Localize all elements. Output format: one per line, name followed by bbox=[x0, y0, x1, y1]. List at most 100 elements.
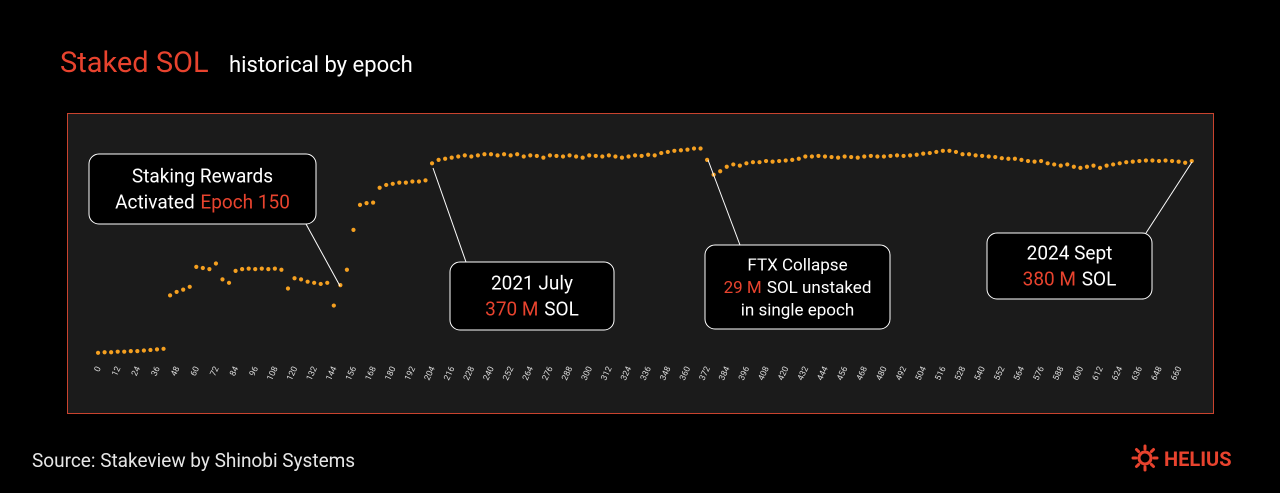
annotation-segment: SOL unstaked bbox=[767, 278, 872, 298]
point bbox=[547, 153, 553, 158]
point bbox=[102, 350, 107, 355]
point bbox=[1071, 164, 1076, 169]
point bbox=[593, 153, 598, 159]
point bbox=[816, 153, 821, 159]
annotation-text: 29 M SOL unstaked bbox=[724, 278, 872, 298]
point bbox=[587, 153, 592, 158]
point bbox=[1104, 163, 1109, 168]
point bbox=[253, 267, 258, 272]
point bbox=[331, 303, 336, 308]
brand-logo bbox=[1131, 444, 1159, 472]
point bbox=[796, 156, 801, 161]
point bbox=[1038, 158, 1044, 164]
point bbox=[855, 155, 860, 160]
point bbox=[934, 149, 939, 155]
point bbox=[135, 349, 140, 354]
point bbox=[207, 267, 212, 272]
point bbox=[1156, 158, 1162, 164]
point bbox=[1176, 159, 1181, 164]
point bbox=[1065, 162, 1070, 167]
point bbox=[351, 227, 356, 232]
point bbox=[240, 267, 245, 272]
point bbox=[560, 154, 566, 159]
point bbox=[95, 350, 101, 355]
annotation-segment: Epoch 150 bbox=[200, 191, 289, 214]
point bbox=[908, 153, 913, 158]
point bbox=[639, 153, 644, 159]
point bbox=[266, 267, 271, 272]
x-tick-label: 12 bbox=[110, 365, 123, 378]
point bbox=[835, 155, 841, 160]
point bbox=[632, 153, 638, 158]
connector bbox=[305, 223, 341, 287]
point bbox=[429, 161, 435, 166]
point bbox=[377, 185, 382, 190]
point bbox=[128, 349, 133, 354]
point bbox=[305, 279, 310, 284]
point bbox=[148, 347, 153, 353]
point bbox=[272, 266, 277, 271]
point bbox=[973, 153, 978, 158]
point bbox=[436, 157, 441, 162]
point bbox=[226, 280, 232, 285]
point bbox=[986, 154, 991, 159]
point bbox=[1091, 163, 1096, 168]
point bbox=[659, 150, 664, 156]
point bbox=[868, 153, 873, 159]
source: Source: Stakeview by Shinobi Systems bbox=[32, 449, 355, 472]
point bbox=[508, 153, 513, 158]
point bbox=[194, 264, 199, 269]
point bbox=[462, 153, 467, 158]
point bbox=[1137, 158, 1142, 164]
point bbox=[574, 154, 579, 159]
point bbox=[279, 267, 284, 272]
point bbox=[1163, 158, 1168, 163]
point bbox=[672, 148, 677, 153]
annotation-box bbox=[449, 261, 615, 331]
point bbox=[914, 152, 919, 157]
point bbox=[1169, 158, 1175, 164]
point bbox=[718, 169, 723, 174]
point bbox=[187, 284, 192, 289]
point bbox=[626, 154, 631, 159]
point bbox=[600, 154, 605, 159]
point bbox=[528, 153, 533, 158]
annotation-segment: SOL bbox=[544, 298, 579, 321]
point bbox=[1058, 163, 1063, 168]
point bbox=[698, 146, 703, 151]
chart-subtitle: historical by epoch bbox=[229, 53, 413, 78]
point bbox=[809, 154, 814, 159]
point bbox=[534, 153, 539, 159]
point bbox=[410, 179, 415, 184]
point bbox=[443, 156, 448, 161]
point bbox=[325, 280, 330, 285]
annotation-segment: 2021 July bbox=[491, 272, 573, 295]
point bbox=[475, 153, 480, 158]
point bbox=[174, 289, 179, 295]
point bbox=[927, 150, 932, 156]
connector bbox=[432, 167, 467, 263]
point bbox=[233, 268, 238, 273]
annotation-text: 2024 Sept bbox=[1027, 242, 1113, 265]
point bbox=[842, 154, 847, 159]
point bbox=[999, 156, 1004, 161]
point bbox=[731, 162, 736, 167]
point bbox=[678, 148, 684, 153]
annotation-segment: 29 M bbox=[724, 278, 762, 298]
connector bbox=[707, 159, 741, 246]
x-tick-label: 24 bbox=[130, 365, 143, 378]
point bbox=[960, 152, 965, 157]
point bbox=[1006, 156, 1011, 161]
point bbox=[1012, 156, 1018, 161]
point bbox=[200, 265, 205, 271]
point bbox=[122, 349, 127, 354]
point bbox=[115, 349, 120, 354]
annotation-text: Activated Epoch 150 bbox=[115, 191, 290, 214]
point bbox=[894, 153, 900, 158]
annotation-segment: 380 M bbox=[1023, 268, 1076, 291]
point bbox=[724, 164, 729, 169]
x-tick-label: 96 bbox=[248, 365, 261, 378]
point bbox=[482, 152, 487, 157]
point bbox=[1084, 164, 1090, 169]
point bbox=[777, 158, 782, 164]
